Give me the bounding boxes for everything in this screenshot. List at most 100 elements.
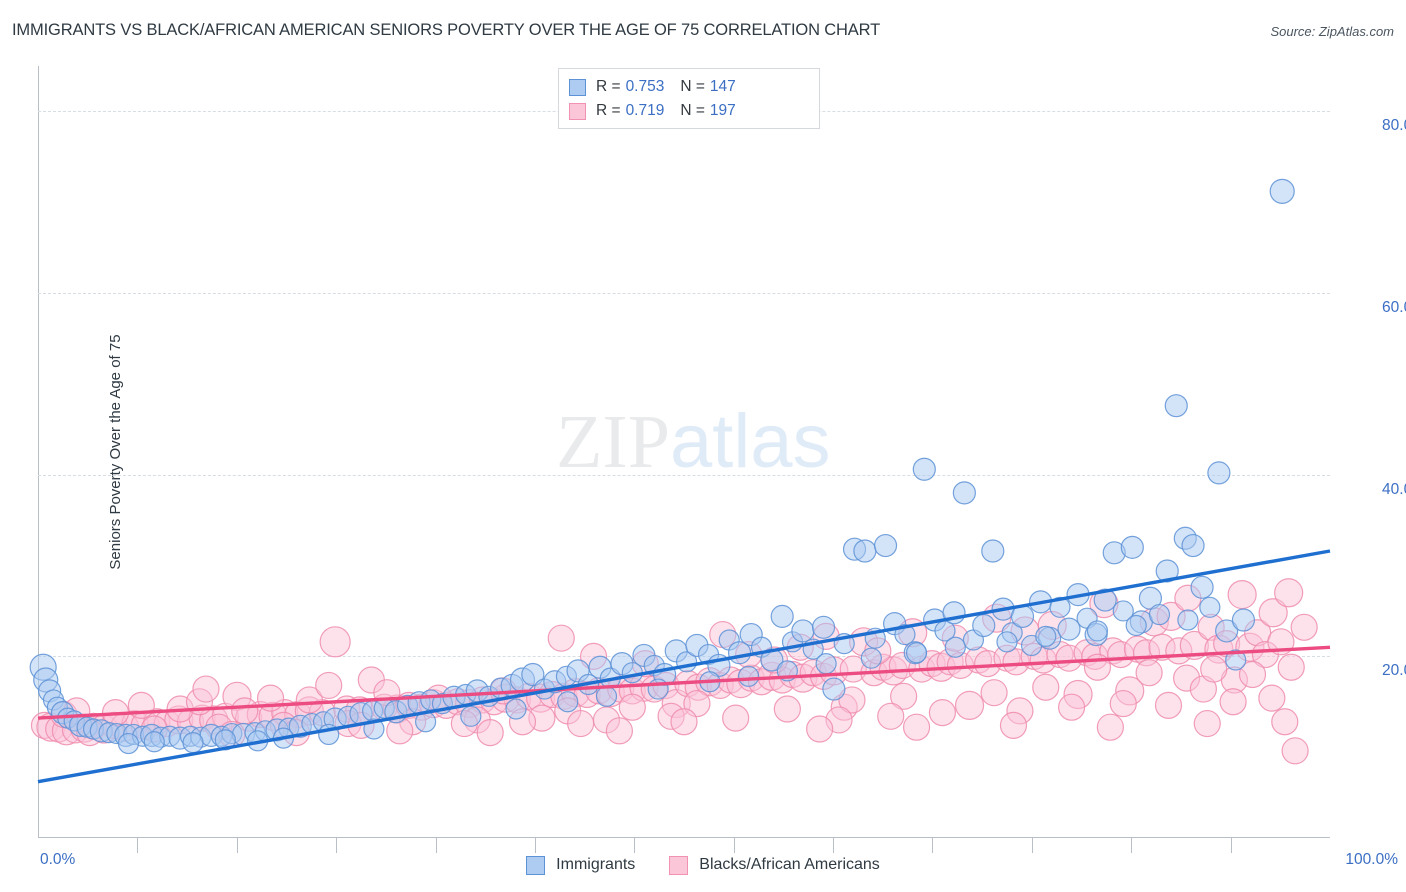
legend-swatch-blacks: [669, 855, 689, 875]
stats-n-value-0: 147: [709, 78, 736, 95]
scatter-point: [567, 709, 595, 738]
scatter-point: [1172, 664, 1201, 692]
x-tick: [435, 838, 437, 853]
scatter-point: [1258, 598, 1288, 628]
scatter-point: [1164, 394, 1188, 418]
scatter-plot-layer: [29, 178, 1331, 784]
scatter-point: [605, 717, 634, 745]
x-tick: [1230, 838, 1232, 853]
plot-area: ZIPatlas 20.0%40.0%60.0%80.0%: [29, 66, 1406, 853]
scatter-point: [912, 457, 936, 481]
stats-swatch-blacks: [569, 102, 586, 120]
gridline-40: [38, 474, 1330, 476]
scatter-point: [1057, 693, 1086, 721]
scatter-point: [860, 647, 882, 669]
scatter-point: [1199, 596, 1221, 618]
x-tick: [1131, 838, 1133, 853]
y-tick-label: 60.0%: [1382, 299, 1406, 317]
scatter-point: [1269, 178, 1295, 204]
scatter-point: [770, 604, 794, 628]
y-axis-title-wrap: Seniors Poverty Over the Age of 75: [6, 66, 124, 838]
scatter-point: [1179, 630, 1209, 661]
scatter-point: [1227, 579, 1257, 610]
scatter-point: [952, 481, 976, 505]
scatter-point: [954, 690, 985, 721]
scatter-point: [1135, 659, 1163, 687]
scatter-point: [117, 732, 140, 755]
scatter-point: [1096, 713, 1124, 741]
scatter-point: [806, 715, 834, 743]
scatter-point: [902, 713, 931, 741]
scatter-point: [192, 675, 220, 703]
x-tick: [1031, 838, 1033, 853]
legend-item-blacks[interactable]: Blacks/African Americans: [669, 855, 880, 875]
scatter-point: [618, 693, 646, 721]
legend-item-immigrants[interactable]: Immigrants: [526, 855, 636, 875]
scatter-point: [894, 623, 916, 646]
stats-row-blacks: R = 0.719 N = 197: [569, 99, 809, 123]
y-axis-line: [38, 66, 39, 838]
scatter-point: [1258, 684, 1286, 712]
y-tick-label: 40.0%: [1382, 480, 1406, 498]
scatter-point: [1115, 676, 1145, 706]
scatter-point: [890, 682, 918, 710]
scatter-point: [460, 705, 482, 727]
scatter-point: [1109, 689, 1137, 718]
series-legend: Immigrants Blacks/African Americans: [0, 848, 1406, 882]
scatter-point: [295, 686, 323, 714]
chart-header: IMMIGRANTS VS BLACK/AFRICAN AMERICAN SEN…: [0, 0, 1406, 58]
scatter-point: [521, 662, 545, 687]
scatter-point: [999, 711, 1028, 739]
scatter-point: [1215, 619, 1239, 643]
scatter-point: [773, 695, 801, 723]
scatter-point: [1200, 655, 1228, 683]
legend-label-blacks: Blacks/African Americans: [699, 856, 880, 873]
scatter-point: [877, 702, 905, 730]
scatter-point: [1032, 673, 1060, 701]
scatter-point: [905, 642, 928, 664]
x-tick: [634, 838, 636, 853]
scatter-point: [1006, 697, 1034, 725]
scatter-point: [1193, 709, 1221, 738]
stats-r-value-1: 0.719: [625, 102, 665, 119]
gridline-60: [38, 293, 1330, 295]
legend-label-immigrants: Immigrants: [556, 856, 636, 873]
scatter-point: [737, 665, 760, 687]
scatter-point: [1238, 660, 1267, 689]
scatter-point: [1225, 649, 1247, 671]
scatter-point: [981, 539, 1005, 563]
scatter-point: [143, 731, 165, 753]
source-attribution: Source: ZipAtlas.com: [1270, 24, 1394, 39]
scatter-point: [1281, 737, 1309, 765]
scatter-point: [182, 732, 204, 754]
x-axis-max-label: 100.0%: [1345, 851, 1398, 868]
x-axis-line: [38, 837, 1330, 838]
scatter-point: [1231, 608, 1256, 632]
stats-row-immigrants: R = 0.753 N = 147: [569, 75, 809, 99]
scatter-point: [1190, 575, 1214, 599]
scatter-point: [722, 704, 750, 732]
scatter-point: [1271, 708, 1299, 736]
stats-n-value-1: 197: [709, 102, 736, 119]
scatter-point: [815, 653, 837, 675]
correlation-stats-box: R = 0.753 N = 147 R = 0.719 N = 197: [558, 68, 820, 129]
x-tick: [534, 838, 536, 853]
scatter-point: [853, 539, 877, 563]
scatter-point: [1177, 609, 1199, 631]
scatter-point: [822, 677, 846, 701]
scatter-point: [670, 708, 698, 736]
scatter-point: [1086, 620, 1109, 642]
scatter-point: [1002, 648, 1030, 676]
x-tick: [336, 838, 338, 853]
scatter-point: [1120, 535, 1144, 559]
x-axis-min-label: 0.0%: [40, 851, 76, 868]
stats-swatch-immigrants: [569, 78, 586, 96]
stats-r-key-1: R =: [596, 102, 621, 119]
x-tick: [236, 838, 238, 853]
scatter-point: [996, 631, 1018, 653]
stats-r-value-0: 0.753: [625, 78, 665, 95]
scatter-point: [972, 613, 996, 638]
scatter-point: [1112, 600, 1134, 622]
scatter-point: [1049, 596, 1071, 618]
